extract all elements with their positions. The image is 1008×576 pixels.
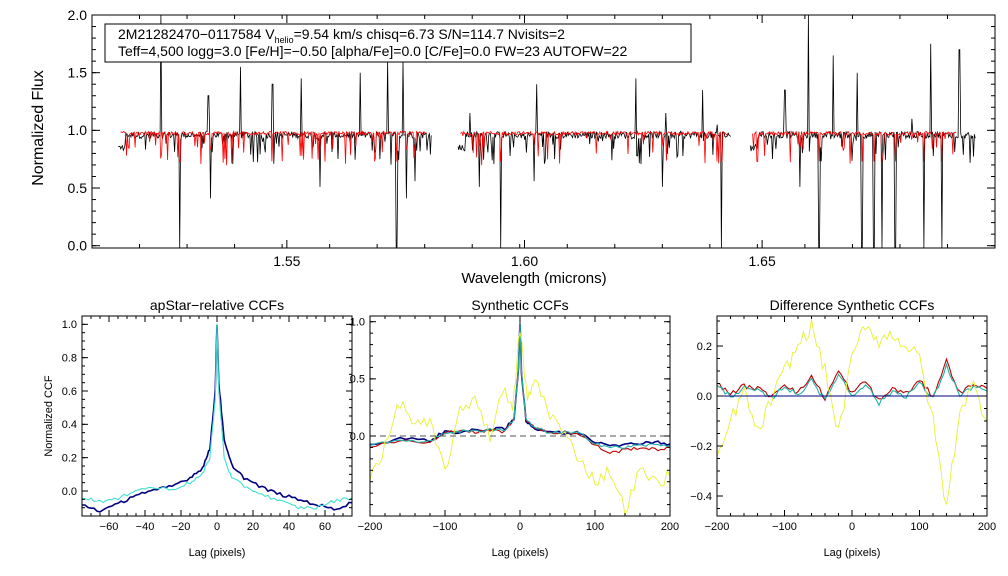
y-tick-label: 0.8 [62, 353, 77, 365]
spectrum-model-line [752, 130, 957, 164]
difference-ccf-xlabel: Lag (pixels) [824, 547, 881, 559]
x-tick-label: 0 [214, 521, 220, 533]
synthetic-ccf-template-line [370, 332, 670, 516]
difference-ccf-visit-2-line [717, 362, 987, 407]
spectrum-ylabel: Normalized Flux [30, 70, 47, 186]
x-tick-label: 20 [247, 521, 259, 533]
spectrum-xlabel: Wavelength (microns) [461, 270, 606, 287]
difference-ccf-visit-1-line [717, 357, 987, 402]
difference-ccf-frame [716, 315, 988, 517]
apstar-ccf-title: apStar−relative CCFs [150, 297, 284, 313]
x-tick-label: 1.60 [511, 253, 538, 269]
x-tick-label: 40 [283, 521, 295, 533]
synthetic-ccf-visit-1-line [370, 321, 670, 455]
spectrum-info-line2: Teff=4,500 logg=3.0 [Fe/H]=−0.50 [alpha/… [118, 43, 627, 59]
apstar-ccf-visit-1-line [82, 324, 352, 513]
info-line1-sub: helio [275, 35, 294, 45]
y-tick-label: 1.5 [68, 65, 88, 81]
x-tick-label: 60 [319, 521, 331, 533]
y-tick-label: 0.0 [68, 238, 88, 254]
x-tick-label: 1.65 [748, 253, 775, 269]
spectrum-model-line [460, 129, 729, 166]
spectrum-observed-line [749, 15, 976, 248]
spectrum-axes-frame [91, 14, 996, 249]
x-tick-label: 100 [910, 521, 928, 533]
spectrum-observed-line [457, 78, 732, 248]
spectrum-panel: 1.55 1.60 1.65 0.0 0.5 1.0 1.5 2.0 Normalized F… [30, 7, 996, 287]
y-tick-label: 0.2 [697, 341, 712, 353]
x-tick-label: −40 [136, 521, 155, 533]
spectrum-info-line1: 2M21282470−0117584 Vhelio=9.54 km/s chis… [118, 26, 565, 45]
apstar-ccf-panel: −60 −40 −20 0 20 40 60 0.0 0.2 0.4 0.6 0.8 1.0 apSta… [43, 297, 353, 559]
y-tick-label: −0.2 [690, 441, 712, 453]
spectrum-info-box [104, 23, 692, 63]
y-tick-label: 1.0 [62, 319, 77, 331]
x-tick-label: 100 [586, 521, 604, 533]
x-tick-label: −200 [705, 521, 730, 533]
x-tick-label: −100 [772, 521, 797, 533]
x-tick-label: 200 [661, 521, 679, 533]
y-tick-label: −0.4 [690, 491, 712, 503]
synthetic-ccf-visit-2-line [370, 322, 670, 449]
y-tick-label: 0.5 [68, 180, 88, 196]
x-tick-label: 1.55 [273, 253, 300, 269]
y-tick-label: 0.6 [62, 386, 77, 398]
y-tick-label: 2.0 [68, 7, 88, 23]
y-tick-label: 0.0 [62, 486, 77, 498]
apstar-ccf-xlabel: Lag (pixels) [189, 547, 246, 559]
y-tick-label: 0.0 [350, 431, 365, 443]
y-tick-label: 1.0 [350, 317, 365, 329]
spectrum-model-line [120, 130, 427, 166]
y-tick-label: 0.2 [62, 453, 77, 465]
apstar-ccf-visit-2-line [82, 323, 352, 510]
y-tick-label: 0.0 [697, 391, 712, 403]
x-tick-label: 0 [849, 521, 855, 533]
spectrum-observed-line [118, 15, 432, 248]
synthetic-ccf-title: Synthetic CCFs [471, 297, 568, 313]
apstar-ccf-ylabel: Normalized CCF [43, 375, 55, 457]
difference-ccf-template-line [717, 319, 987, 505]
x-tick-label: −60 [100, 521, 119, 533]
x-tick-label: 0 [517, 521, 523, 533]
info-line1-a: 2M21282470−0117584 V [118, 26, 275, 42]
x-tick-label: −200 [358, 521, 383, 533]
difference-ccf-title: Difference Synthetic CCFs [770, 297, 935, 313]
y-tick-label: 0.4 [62, 419, 77, 431]
info-line1-b: =9.54 km/s chisq=6.73 S/N=114.7 Nvisits=… [294, 26, 566, 42]
y-tick-label: 1.0 [68, 122, 88, 138]
x-tick-label: 200 [978, 521, 996, 533]
synthetic-ccf-xlabel: Lag (pixels) [492, 547, 549, 559]
x-tick-label: −20 [172, 521, 191, 533]
y-tick-label: 0.5 [350, 374, 365, 386]
difference-ccf-panel: −200 −100 0 100 200 −0.4 −0.2 0.0 0.2 Difference… [690, 297, 996, 559]
x-tick-label: −100 [433, 521, 458, 533]
